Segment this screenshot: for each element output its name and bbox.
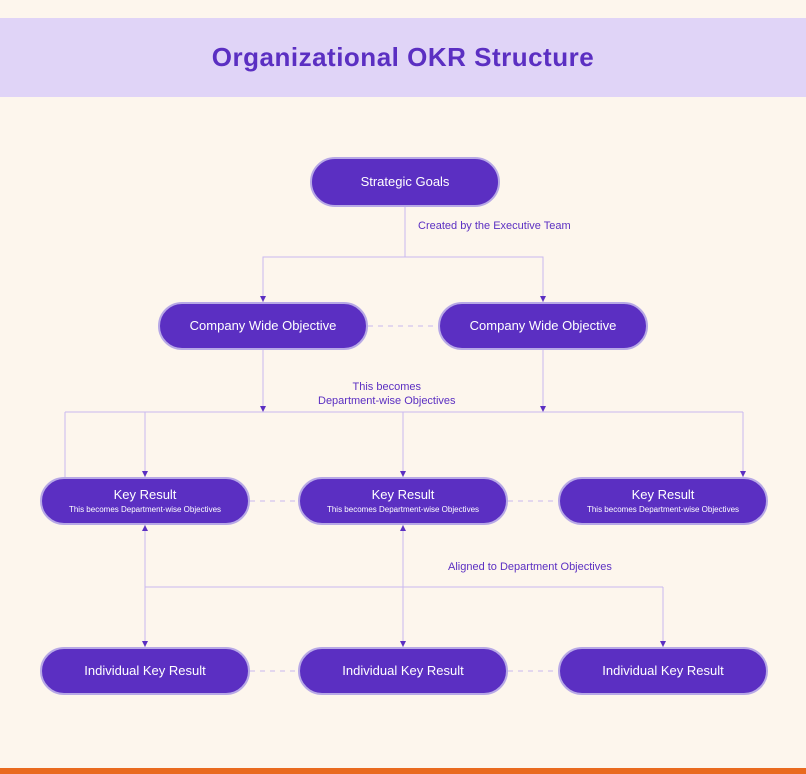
node-key-result-3: Key Result This becomes Department-wise … [558, 477, 768, 525]
annotation-text: This becomes [353, 381, 421, 393]
node-key-result-2: Key Result This becomes Department-wise … [298, 477, 508, 525]
node-label: Individual Key Result [84, 663, 205, 679]
annotation-executive-team: Created by the Executive Team [418, 219, 571, 233]
annotation-text: Created by the Executive Team [418, 220, 571, 232]
annotation-text: Department-wise Objectives [318, 395, 456, 407]
title-bar: Organizational OKR Structure [0, 18, 806, 97]
node-company-objective-2: Company Wide Objective [438, 302, 648, 350]
node-individual-key-result-2: Individual Key Result [298, 647, 508, 695]
node-sublabel: This becomes Department-wise Objectives [327, 505, 479, 515]
node-company-objective-1: Company Wide Objective [158, 302, 368, 350]
node-label: Company Wide Objective [470, 318, 617, 334]
bottom-accent-bar [0, 768, 806, 774]
diagram-canvas: Strategic Goals Company Wide Objective C… [0, 97, 806, 757]
node-sublabel: This becomes Department-wise Objectives [69, 505, 221, 515]
node-label: Individual Key Result [342, 663, 463, 679]
node-label: Company Wide Objective [190, 318, 337, 334]
node-strategic-goals: Strategic Goals [310, 157, 500, 207]
annotation-text: Aligned to Department Objectives [448, 561, 612, 573]
node-label: Key Result [114, 487, 177, 503]
node-label: Strategic Goals [361, 174, 450, 190]
node-sublabel: This becomes Department-wise Objectives [587, 505, 739, 515]
annotation-aligned-department: Aligned to Department Objectives [448, 560, 612, 574]
annotation-department-objectives: This becomes Department-wise Objectives [318, 380, 456, 409]
node-label: Key Result [632, 487, 695, 503]
node-individual-key-result-3: Individual Key Result [558, 647, 768, 695]
node-label: Key Result [372, 487, 435, 503]
node-key-result-1: Key Result This becomes Department-wise … [40, 477, 250, 525]
node-label: Individual Key Result [602, 663, 723, 679]
page-title: Organizational OKR Structure [0, 42, 806, 73]
node-individual-key-result-1: Individual Key Result [40, 647, 250, 695]
